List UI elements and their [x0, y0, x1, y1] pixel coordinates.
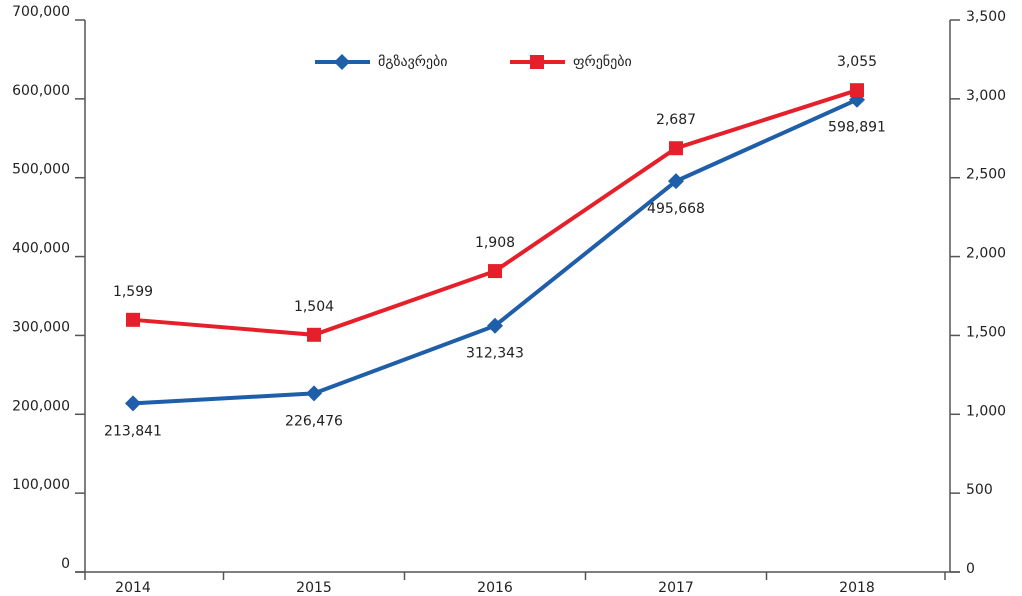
y2-tick-label: 2,000 — [966, 246, 1006, 262]
marker — [668, 173, 684, 190]
marker — [126, 312, 140, 327]
y-tick-label: 500,000 — [12, 162, 70, 178]
data-label: 1,908 — [475, 235, 515, 251]
marker — [306, 385, 322, 402]
data-label: 2,687 — [656, 112, 696, 128]
marker — [669, 141, 683, 156]
marker — [487, 317, 503, 334]
y2-tick-label: 1,500 — [966, 324, 1006, 340]
y2-tick-label: 1,000 — [966, 403, 1006, 419]
data-label: 598,891 — [828, 120, 886, 136]
y-tick-label: 0 — [61, 556, 70, 572]
y-tick-label: 700,000 — [12, 4, 70, 20]
marker — [334, 54, 350, 70]
series-line — [132, 88, 858, 337]
y-tick-label: 600,000 — [12, 83, 70, 99]
legend-label: მგზავრები — [378, 53, 448, 70]
data-label: 226,476 — [285, 413, 343, 429]
marker — [307, 327, 321, 342]
data-label: 312,343 — [466, 346, 524, 362]
data-label: 495,668 — [647, 201, 705, 217]
y-tick-label: 400,000 — [12, 241, 70, 257]
y-tick-label: 200,000 — [12, 398, 70, 414]
marker — [125, 395, 141, 412]
x-tick-label: 2014 — [115, 580, 151, 596]
data-label: 213,841 — [104, 423, 162, 439]
x-tick-label: 2018 — [839, 580, 875, 596]
marker — [850, 83, 864, 98]
x-tick-label: 2017 — [658, 580, 694, 596]
y2-tick-label: 0 — [966, 561, 975, 577]
y2-tick-label: 500 — [966, 482, 993, 498]
y-tick-label: 300,000 — [12, 319, 70, 335]
data-label: 1,504 — [294, 299, 334, 315]
y-tick-label: 100,000 — [12, 477, 70, 493]
data-label: 1,599 — [113, 284, 153, 300]
marker — [488, 264, 502, 279]
y2-tick-label: 3,000 — [966, 88, 1006, 104]
y2-tick-label: 3,500 — [966, 9, 1006, 25]
legend-label: ფრენები — [573, 53, 632, 70]
x-tick-label: 2016 — [477, 580, 513, 596]
x-tick-label: 2015 — [296, 580, 332, 596]
marker — [530, 55, 544, 69]
data-label: 3,055 — [837, 54, 877, 70]
y2-tick-label: 2,500 — [966, 167, 1006, 183]
